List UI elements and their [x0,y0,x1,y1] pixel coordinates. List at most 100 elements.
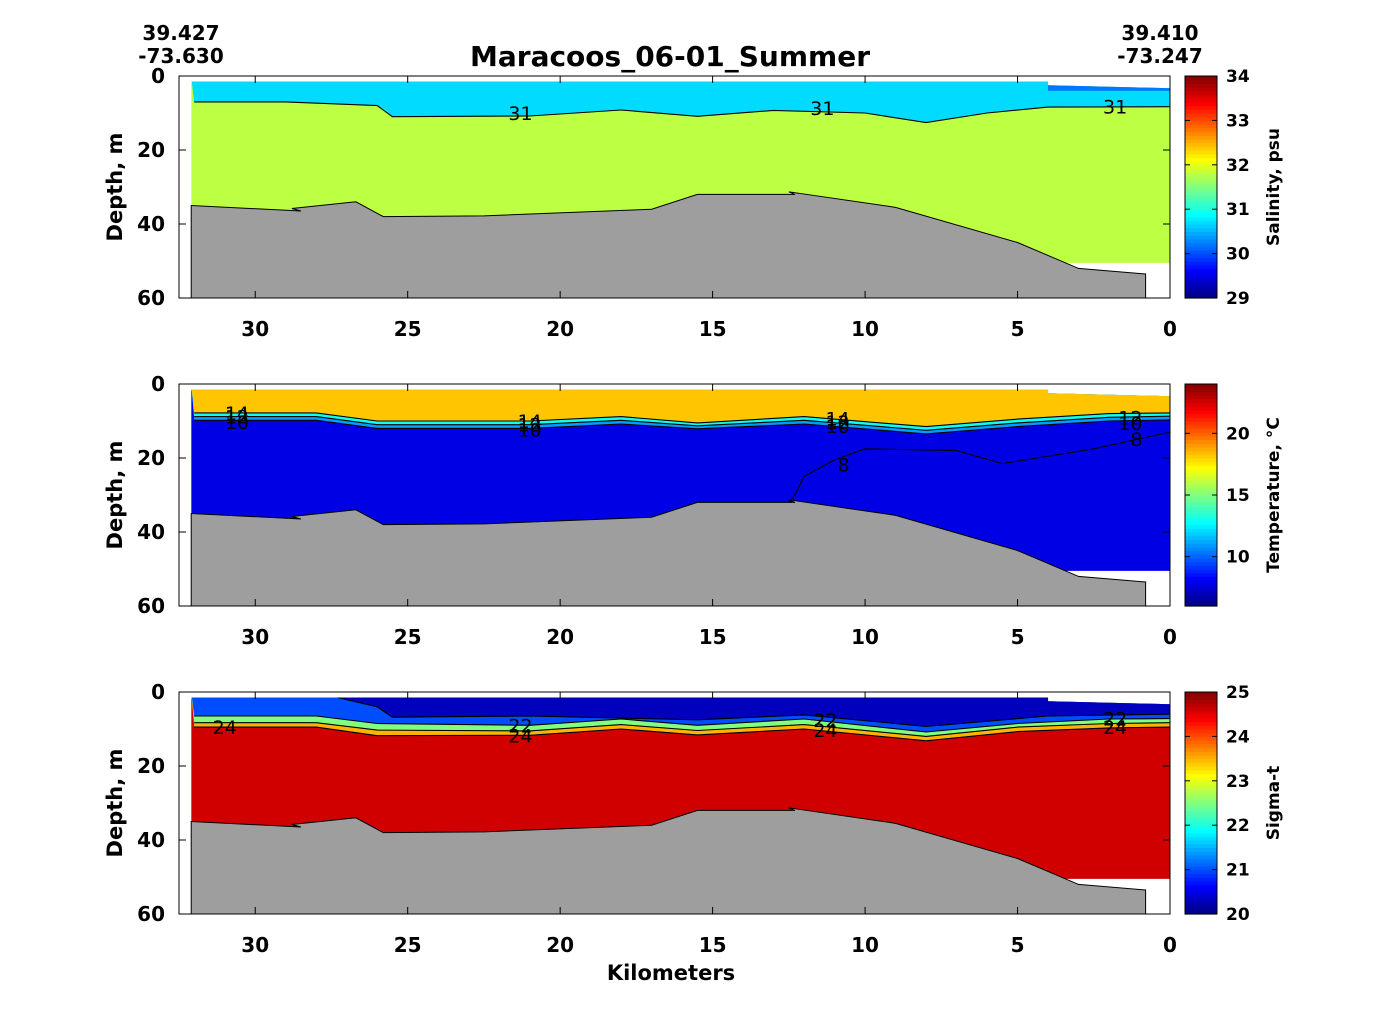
colorbar-tick-label: 15 [1226,486,1250,506]
x-tick-label: 0 [1163,625,1177,649]
colorbar-segment [1185,791,1217,797]
contour-20 [337,697,1171,727]
colorbar-segment [1185,884,1217,889]
bathymetry [190,807,1147,915]
y-tick-label: 60 [137,286,165,310]
colorbar-segment [1185,517,1217,522]
colorbar-segment [1185,465,1217,470]
colorbar-segment [1185,810,1217,815]
x-tick-label: 25 [394,933,422,957]
colorbar-segment [1185,98,1217,103]
colorbar-segment [1185,253,1217,258]
colorbar-segment [1185,762,1217,767]
contour-label: 31 [1103,96,1127,118]
colorbar-segment [1185,784,1217,789]
colorbar-segment [1185,817,1217,823]
colorbar-segment [1185,814,1217,819]
x-tick-label: 10 [851,933,879,957]
colorbar-segment [1185,187,1217,192]
colorbar-segment [1185,246,1217,251]
layer-band [191,697,1170,727]
x-tick-label: 0 [1163,933,1177,957]
colorbar-segment [1185,498,1217,503]
colorbar-segment [1185,843,1217,848]
x-tick-label: 30 [241,933,269,957]
colorbar-tick-label: 30 [1226,245,1250,265]
contour-label: 12 [225,407,249,429]
colorbar-segment [1185,543,1217,548]
colorbar-label: Temperature, °C [1264,417,1284,573]
colorbar-segment [1185,825,1217,830]
colorbar-segment [1185,142,1217,147]
colorbar-segment [1185,268,1217,273]
colorbar-segment [1185,777,1217,782]
colorbar-segment [1185,858,1217,863]
contour-12 [194,415,1171,431]
y-tick-label: 40 [137,212,165,236]
colorbar-segment [1185,164,1217,170]
surface-layer [191,81,1170,123]
colorbar-segment [1185,249,1217,255]
x-tick-label: 25 [394,625,422,649]
colorbar-tick-label: 34 [1226,67,1250,87]
colorbar-segment [1185,398,1217,404]
contour-label: 8 [1130,429,1142,451]
colorbar-segment [1185,124,1217,129]
colorbar-segment [1185,780,1217,786]
colorbar-tick-label: 23 [1226,772,1250,792]
colorbar-tick-label: 20 [1226,424,1250,444]
y-tick-label: 0 [151,680,165,704]
colorbar-segment [1185,587,1217,592]
y-axis-label: Depth, m [103,749,127,858]
contour-24 [194,726,1171,742]
colorbar-segment [1185,506,1217,511]
y-tick-label: 60 [137,594,165,618]
x-tick-label: 5 [1011,625,1025,649]
colorbar-segment [1185,862,1217,867]
colorbar-tick-label: 25 [1226,683,1250,703]
contour-31 [194,101,1171,124]
colorbar-segment [1185,105,1217,110]
colorbar-segment [1185,788,1217,793]
colorbar-segment [1185,877,1217,882]
x-tick-label: 15 [699,625,727,649]
colorbar-segment [1185,832,1217,837]
colorbar-segment [1185,869,1217,874]
colorbar-segment [1185,131,1217,136]
colorbar-segment [1185,532,1217,537]
bathymetry [190,499,1147,607]
colorbar-segment [1185,175,1217,181]
x-tick-label: 10 [851,625,879,649]
colorbar-segment [1185,201,1217,207]
colorbar-tick-label: 33 [1226,111,1250,131]
colorbar-segment [1185,910,1217,915]
colorbar-segment [1185,261,1217,266]
x-tick-label: 10 [851,317,879,341]
y-axis-label: Depth, m [103,441,127,550]
colorbar-segment [1185,751,1217,756]
contour-label: 12 [518,415,542,437]
colorbar-segment [1185,446,1217,452]
colorbar-segment [1185,421,1217,426]
colorbar-segment [1185,502,1217,507]
colorbar-segment [1185,290,1217,295]
colorbar-segment [1185,402,1217,407]
colorbar-label: Sigma-t [1264,766,1284,841]
colorbar-segment [1185,224,1217,229]
colorbar-segment [1185,406,1217,411]
colorbar-segment [1185,150,1217,155]
colorbar-segment [1185,740,1217,745]
y-tick-label: 20 [137,138,165,162]
colorbar-segment [1185,550,1217,555]
colorbar-segment [1185,205,1217,210]
colorbar-segment [1185,561,1217,566]
colorbar-segment [1185,747,1217,752]
colorbar-segment [1185,888,1217,893]
colorbar-segment [1185,172,1217,177]
x-tick-label: 0 [1163,317,1177,341]
colorbar-segment [1185,212,1217,218]
colorbar-tick-label: 31 [1226,200,1250,220]
colorbar-segment [1185,851,1217,856]
